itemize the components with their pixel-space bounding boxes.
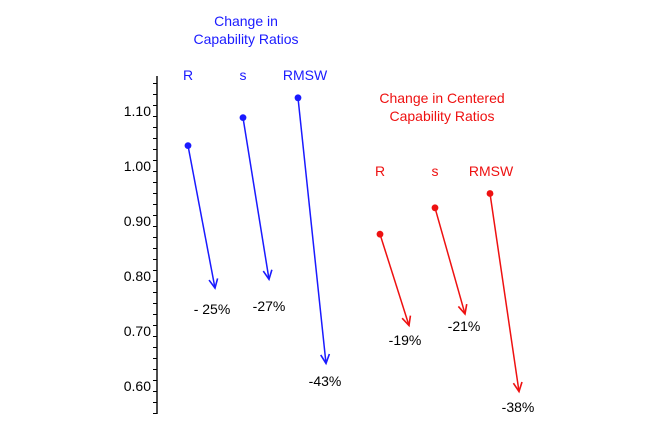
blue-title-line-2: Capability Ratios (193, 31, 298, 47)
change-arrow-s: s -27% (240, 67, 286, 314)
y-tick-label: 0.80 (124, 268, 151, 284)
change-arrow-rmsw: RMSW -43% (283, 67, 342, 389)
y-tick-label: 1.10 (124, 103, 151, 119)
change-arrow-rmsw: RMSW -38% (469, 163, 535, 415)
series-label: s (240, 67, 247, 83)
arrow-head (512, 381, 523, 394)
change-label: -43% (309, 373, 342, 389)
y-axis: 0.60 0.70 0.80 0.90 1.00 1.10 (124, 76, 158, 414)
change-arrow-r: R - 25% (183, 67, 230, 317)
series-label: RMSW (469, 163, 514, 179)
arrow-shaft (434, 207, 466, 315)
arrow-head (320, 353, 331, 366)
arrow-shaft (379, 233, 410, 326)
start-point (376, 230, 384, 238)
start-point (239, 114, 247, 121)
arrow-shaft (242, 117, 270, 280)
series-label: s (432, 163, 439, 179)
change-label: - 25% (194, 301, 231, 317)
arrow-head (401, 315, 412, 328)
change-arrow-s: s -21% (432, 163, 481, 334)
change-label: -21% (448, 318, 481, 334)
arrow-shaft (489, 193, 520, 392)
blue-title-line-1: Change in (214, 13, 278, 29)
red-title-line-1: Change in Centered (379, 90, 504, 106)
start-point (184, 142, 192, 150)
y-tick-label: 0.70 (124, 323, 151, 339)
red-group-title: Change in Centered Capability Ratios (379, 90, 504, 124)
series-label: RMSW (283, 67, 328, 83)
change-arrow-r: R -19% (375, 163, 421, 348)
series-label: R (183, 67, 193, 83)
blue-group-title: Change in Capability Ratios (193, 13, 298, 47)
y-tick-label: 0.90 (124, 213, 151, 229)
series-label: R (375, 163, 385, 179)
arrow-shaft (297, 97, 327, 364)
y-tick-label: 0.60 (124, 378, 151, 394)
change-label: -19% (389, 332, 422, 348)
start-point (294, 94, 302, 102)
change-arrows: R - 25% s -27% RMSW -43% R -19% s -21% RMSW -38% (183, 67, 534, 415)
y-tick-label: 1.00 (124, 158, 151, 174)
red-title-line-2: Capability Ratios (389, 108, 494, 124)
change-label: -38% (502, 399, 535, 415)
arrow-head (457, 303, 468, 316)
start-point (431, 204, 439, 212)
change-label: -27% (253, 298, 286, 314)
start-point (486, 190, 494, 197)
arrow-head (208, 278, 219, 290)
arrow-head (262, 269, 273, 282)
arrow-shaft (187, 145, 216, 289)
